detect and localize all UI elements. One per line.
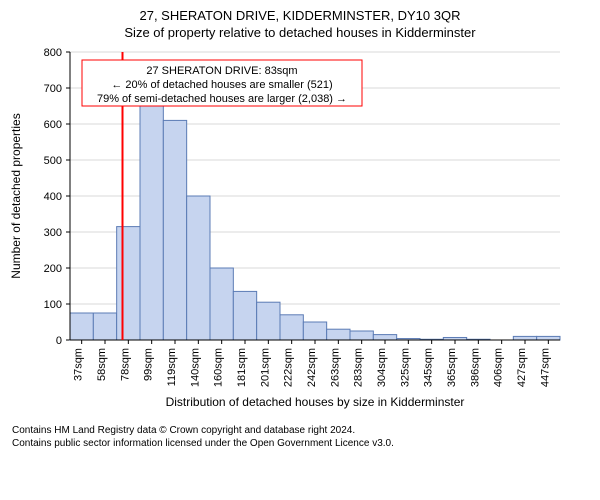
svg-text:600: 600	[44, 119, 62, 131]
svg-text:99sqm: 99sqm	[143, 348, 155, 381]
histogram-bar	[117, 227, 140, 340]
histogram-bar	[373, 335, 396, 340]
svg-text:201sqm: 201sqm	[259, 348, 271, 387]
svg-text:283sqm: 283sqm	[353, 348, 365, 387]
svg-text:325sqm: 325sqm	[399, 348, 411, 387]
svg-text:345sqm: 345sqm	[423, 348, 435, 387]
svg-text:300: 300	[44, 227, 62, 239]
annotation-line: 27 SHERATON DRIVE: 83sqm	[146, 65, 297, 77]
histogram-bar	[93, 313, 116, 340]
svg-text:160sqm: 160sqm	[213, 348, 225, 387]
title-subtitle: Size of property relative to detached ho…	[0, 25, 600, 40]
x-axis-label: Distribution of detached houses by size …	[166, 395, 465, 409]
histogram-bar	[350, 331, 373, 340]
svg-text:304sqm: 304sqm	[376, 348, 388, 387]
y-axis-label: Number of detached properties	[9, 113, 23, 278]
annotation-line: ← 20% of detached houses are smaller (52…	[111, 79, 332, 91]
title-address: 27, SHERATON DRIVE, KIDDERMINSTER, DY10 …	[0, 8, 600, 23]
svg-text:800: 800	[44, 47, 62, 59]
histogram-bar	[210, 268, 233, 340]
svg-text:37sqm: 37sqm	[73, 348, 85, 381]
svg-text:0: 0	[56, 335, 62, 347]
svg-text:500: 500	[44, 155, 62, 167]
svg-text:78sqm: 78sqm	[119, 348, 131, 381]
svg-text:100: 100	[44, 299, 62, 311]
histogram-chart: 0 100 200 300 400 500 600 700 800 37sqm 58sqm 78sqm…	[0, 40, 600, 420]
histogram-bar	[257, 302, 280, 340]
histogram-bar	[327, 329, 350, 340]
histogram-bar	[233, 291, 256, 340]
svg-text:58sqm: 58sqm	[96, 348, 108, 381]
chart-title-block: 27, SHERATON DRIVE, KIDDERMINSTER, DY10 …	[0, 0, 600, 40]
annotation-line: 79% of semi-detached houses are larger (…	[97, 93, 347, 105]
svg-text:119sqm: 119sqm	[166, 348, 178, 386]
svg-text:447sqm: 447sqm	[539, 348, 551, 387]
histogram-bar	[280, 315, 303, 340]
svg-text:365sqm: 365sqm	[446, 348, 458, 387]
chart-container: 0 100 200 300 400 500 600 700 800 37sqm 58sqm 78sqm…	[0, 40, 600, 420]
histogram-bar	[70, 313, 93, 340]
histogram-bar	[537, 336, 560, 340]
histogram-bar	[187, 196, 210, 340]
footer-line1: Contains HM Land Registry data © Crown c…	[12, 424, 588, 437]
svg-text:700: 700	[44, 83, 62, 95]
svg-text:242sqm: 242sqm	[306, 348, 318, 387]
svg-text:406sqm: 406sqm	[493, 348, 505, 387]
histogram-bar	[303, 322, 326, 340]
histogram-bar	[140, 81, 163, 340]
svg-text:200: 200	[44, 263, 62, 275]
svg-text:400: 400	[44, 191, 62, 203]
histogram-bar	[513, 336, 536, 340]
svg-text:181sqm: 181sqm	[236, 348, 248, 387]
svg-text:222sqm: 222sqm	[283, 348, 295, 387]
svg-text:263sqm: 263sqm	[329, 348, 341, 387]
svg-text:386sqm: 386sqm	[469, 348, 481, 387]
svg-text:427sqm: 427sqm	[516, 348, 528, 387]
histogram-bar	[163, 120, 186, 340]
footer-line2: Contains public sector information licen…	[12, 437, 588, 450]
footer-attribution: Contains HM Land Registry data © Crown c…	[0, 420, 600, 450]
svg-text:140sqm: 140sqm	[189, 348, 201, 387]
